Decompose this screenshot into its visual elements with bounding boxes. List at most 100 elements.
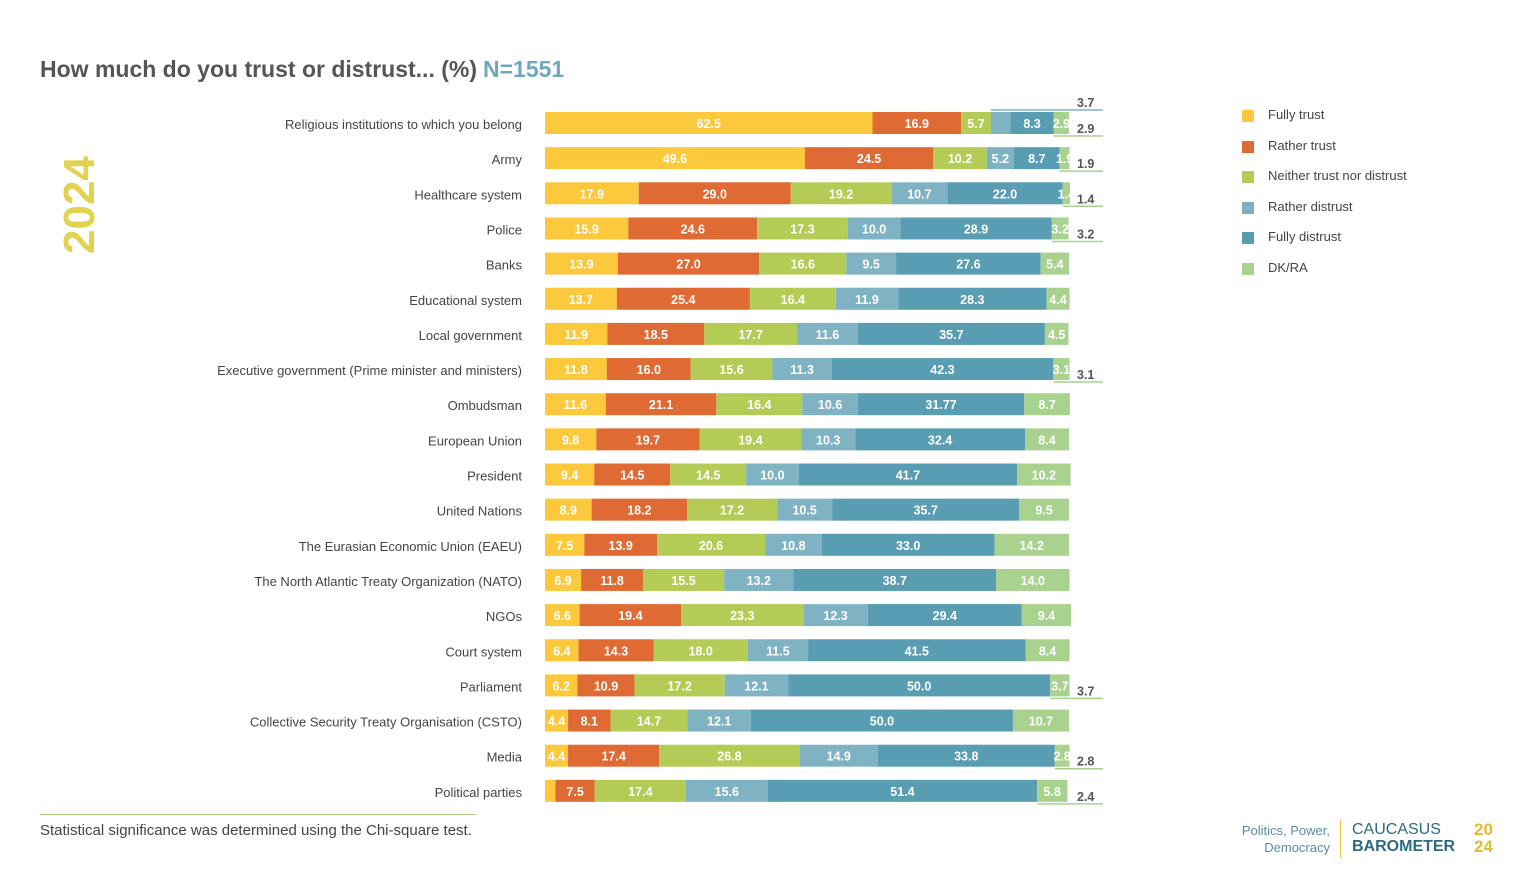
bar-segment xyxy=(545,463,595,486)
brand-name-line2: BAROMETER xyxy=(1352,838,1456,855)
bar-segment xyxy=(545,533,585,556)
legend-swatch xyxy=(1242,171,1254,184)
data-label: 7.5 xyxy=(556,539,573,553)
legend-label: Neither trust nor distrust xyxy=(1268,168,1407,184)
bar-segment xyxy=(699,428,802,451)
bar-segment xyxy=(596,428,700,451)
data-label: 41.7 xyxy=(896,469,920,483)
data-label: 11.9 xyxy=(855,293,879,307)
bar-segment xyxy=(1050,674,1070,697)
category-label: Collective Security Treaty Organisation … xyxy=(250,715,522,730)
sample-size: N=1551 xyxy=(483,56,565,82)
data-label: 11.3 xyxy=(790,363,814,377)
data-label: 8.4 xyxy=(1038,433,1055,447)
data-label: 49.6 xyxy=(663,152,687,166)
data-label: 42.3 xyxy=(930,363,954,377)
category-label: Army xyxy=(492,152,523,167)
bar-segment xyxy=(545,147,805,170)
bar-segment xyxy=(1021,604,1072,627)
bar-segment xyxy=(994,533,1069,556)
data-label: 33.8 xyxy=(954,750,978,764)
data-label: 7.5 xyxy=(566,785,583,799)
bar-segment xyxy=(1044,322,1069,345)
bar-segment xyxy=(1013,147,1060,170)
data-label: 10.8 xyxy=(781,539,805,553)
bar-segment xyxy=(872,112,962,134)
data-label: 12.3 xyxy=(823,609,847,623)
bar-segment xyxy=(545,287,617,310)
category-label: Banks xyxy=(486,258,523,273)
data-label: 23.3 xyxy=(730,609,754,623)
data-label: 16.0 xyxy=(637,363,661,377)
bar-segment xyxy=(746,463,799,486)
bar-segment xyxy=(1024,428,1069,451)
bar-segment xyxy=(1062,182,1071,205)
category-label: Executive government (Prime minister and… xyxy=(217,363,522,378)
data-label: 6.2 xyxy=(553,679,570,693)
data-label: 62.5 xyxy=(697,117,721,131)
data-label: 8.7 xyxy=(1038,398,1055,412)
data-label: 35.7 xyxy=(939,328,963,342)
bar-segment xyxy=(642,568,725,591)
data-label: 3.7 xyxy=(1051,679,1068,693)
bar-segment xyxy=(594,779,686,802)
bar-segment xyxy=(1059,147,1070,170)
bar-segment xyxy=(594,463,671,486)
bar-segment xyxy=(545,428,597,451)
data-label: 24.5 xyxy=(857,152,881,166)
bar-segment xyxy=(793,568,997,591)
data-label: 17.9 xyxy=(580,187,604,201)
data-label: 24.6 xyxy=(681,222,705,236)
bar-segment xyxy=(1053,358,1070,381)
data-label: 14.5 xyxy=(696,469,720,483)
bar-segment xyxy=(1017,463,1071,486)
data-label: 6.6 xyxy=(554,609,571,623)
category-label: Parliament xyxy=(460,679,523,694)
data-label: 28.9 xyxy=(964,222,988,236)
bar-segment xyxy=(996,568,1070,591)
bar-segment xyxy=(857,322,1045,345)
brand-tagline: Politics, Power, Democracy xyxy=(1220,822,1330,856)
brand-logo: Politics, Power, Democracy CAUCASUS BARO… xyxy=(1222,820,1522,860)
legend-label: DK/RA xyxy=(1268,259,1308,275)
bar-segment xyxy=(690,358,773,381)
bar-segment xyxy=(808,639,1026,662)
bar-segment xyxy=(545,639,579,662)
data-label: 8.1 xyxy=(581,715,598,729)
brand-tagline-line2: Democracy xyxy=(1264,840,1330,855)
data-label: 10.7 xyxy=(907,187,931,201)
data-label: 10.2 xyxy=(1032,469,1056,483)
bar-segment xyxy=(724,674,789,697)
data-label: 50.0 xyxy=(870,715,894,729)
bar-segment xyxy=(634,674,725,697)
data-label: 41.5 xyxy=(905,644,929,658)
data-label: 5.8 xyxy=(1044,785,1061,799)
title-text: How much do you trust or distrust... (%) xyxy=(40,56,477,82)
data-label: 8.7 xyxy=(1028,152,1045,166)
footnote: Statistical significance was determined … xyxy=(40,822,472,839)
bar-segment xyxy=(798,463,1018,486)
bar-segment xyxy=(1037,779,1068,802)
bar-segment xyxy=(653,639,748,662)
bar-segment xyxy=(606,358,691,381)
bar-segment xyxy=(616,287,750,310)
bar-segment xyxy=(681,604,804,627)
legend-label: Rather trust xyxy=(1268,137,1336,153)
bar-segment xyxy=(1019,498,1069,521)
chart-title: How much do you trust or distrust... (%)… xyxy=(40,56,564,83)
category-label: Political parties xyxy=(435,785,523,800)
bar-segment xyxy=(767,779,1038,802)
bar-segment xyxy=(545,779,556,802)
data-label: 27.0 xyxy=(676,258,700,272)
bar-segment xyxy=(628,217,758,240)
bar-segment xyxy=(545,568,582,591)
data-label: 10.2 xyxy=(948,152,972,166)
data-label: 1.9 xyxy=(1056,152,1073,166)
data-label: 17.7 xyxy=(738,328,762,342)
bar-segment xyxy=(716,393,803,416)
callout-label: 2.4 xyxy=(1077,790,1094,804)
legend-swatch xyxy=(1242,110,1254,122)
bar-segment xyxy=(772,358,832,381)
brand-year-top: 20 xyxy=(1474,820,1493,839)
bar-segment xyxy=(657,533,766,556)
